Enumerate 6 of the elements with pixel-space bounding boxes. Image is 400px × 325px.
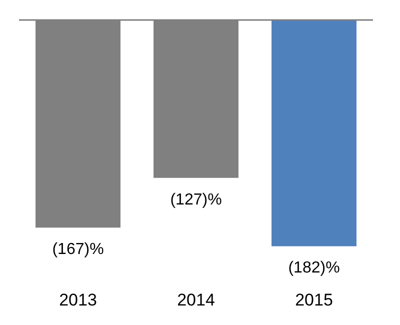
- data-label: (127)%: [170, 191, 222, 208]
- data-label: (182)%: [288, 260, 340, 277]
- x-tick-label: 2015: [295, 290, 333, 310]
- x-tick-label: 2013: [59, 290, 97, 310]
- x-tick-label: 2014: [177, 290, 215, 310]
- data-label: (167)%: [52, 240, 104, 258]
